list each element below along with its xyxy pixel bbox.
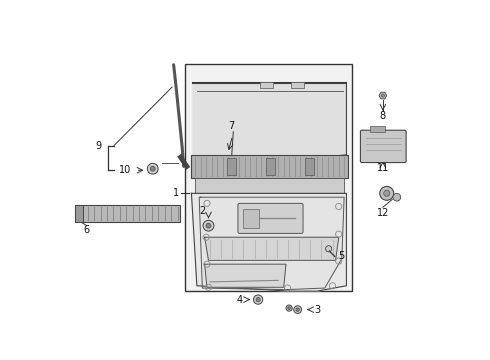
Text: 1: 1 [173,188,179,198]
Text: 4: 4 [237,294,243,305]
Polygon shape [205,237,339,260]
Bar [75,205,83,222]
Bar [196,178,344,193]
Bar [192,155,348,178]
Text: 7: 7 [229,121,235,131]
Circle shape [256,297,260,302]
Text: 2: 2 [199,206,205,216]
Circle shape [150,166,155,171]
Circle shape [203,220,214,231]
Bar [75,205,180,222]
Circle shape [380,186,394,200]
Text: 6: 6 [84,225,90,235]
Polygon shape [192,193,346,291]
Circle shape [325,246,332,252]
Text: 10: 10 [120,165,132,175]
Circle shape [286,305,292,311]
Circle shape [288,307,291,310]
Circle shape [294,306,301,314]
Polygon shape [199,197,344,289]
Circle shape [296,308,299,311]
Text: 3: 3 [314,305,320,315]
Bar [292,82,304,88]
Bar [369,126,385,132]
Bar [266,158,275,175]
Text: 12: 12 [377,208,389,217]
FancyBboxPatch shape [238,203,303,233]
Bar [244,209,259,228]
Polygon shape [379,92,387,99]
Polygon shape [193,83,346,170]
Circle shape [393,193,401,201]
Bar [185,64,352,291]
Circle shape [381,94,385,97]
Text: 8: 8 [380,111,386,121]
Circle shape [253,295,263,304]
Circle shape [206,223,211,228]
Text: 5: 5 [339,252,345,261]
Circle shape [384,190,390,197]
Bar [305,158,314,175]
Polygon shape [205,264,286,287]
Bar [227,158,236,175]
Circle shape [147,163,158,174]
Bar [260,82,273,88]
Text: 11: 11 [377,163,389,173]
Text: 9: 9 [96,141,101,150]
FancyBboxPatch shape [361,130,406,163]
